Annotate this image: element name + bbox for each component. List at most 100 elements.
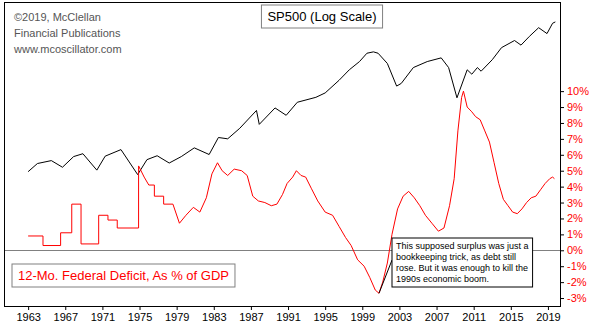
y2-axis-tick: 3%	[560, 197, 583, 209]
x-axis-tick-label: 1963	[16, 311, 40, 323]
y2-axis-tick: -3%	[560, 292, 587, 304]
x-axis-tick-mark	[362, 306, 363, 310]
x-axis-tick-label: 2003	[388, 311, 412, 323]
series-label-text: 12-Mo. Federal Deficit, As % of GDP	[18, 268, 229, 283]
x-axis-tick-label: 1999	[351, 311, 375, 323]
y2-axis-tick-mark	[560, 107, 564, 108]
x-axis-tick-mark	[102, 306, 103, 310]
x-axis-tick-mark	[177, 306, 178, 310]
y2-axis-tick: 7%	[560, 133, 583, 145]
y2-axis-tick: 5%	[560, 165, 583, 177]
plot-frame	[4, 2, 560, 306]
y2-axis-tick-label: 4%	[567, 181, 583, 193]
annotation-line: This supposed surplus was just a	[396, 241, 529, 251]
x-axis-tick-label: 1967	[54, 311, 78, 323]
y2-axis-tick: -2%	[560, 276, 587, 288]
y2-axis-tick: 6%	[560, 149, 583, 161]
x-axis-tick: 1971	[91, 306, 115, 323]
series-line	[28, 91, 554, 293]
y2-axis-tick-label: 5%	[567, 165, 583, 177]
y2-axis-tick: 0%	[560, 244, 583, 256]
y2-axis-tick-mark	[560, 234, 564, 235]
x-axis-tick-mark	[437, 306, 438, 310]
x-axis-tick-label: 2007	[425, 311, 449, 323]
x-axis-tick: 1999	[351, 306, 375, 323]
y2-axis-tick: -1%	[560, 260, 587, 272]
x-axis-tick: 2003	[388, 306, 412, 323]
x-axis-tick-label: 1975	[128, 311, 152, 323]
credit-line: Financial Publications	[14, 27, 121, 39]
x-axis-tick-label: 2019	[536, 311, 560, 323]
background	[0, 0, 600, 328]
series-label: 12-Mo. Federal Deficit, As % of GDP	[12, 264, 235, 287]
x-axis-tick: 2015	[499, 306, 523, 323]
y2-axis-tick: 2%	[560, 212, 583, 224]
y2-axis-tick-mark	[560, 250, 564, 251]
x-axis-tick: 1983	[202, 306, 226, 323]
series-label-text: SP500 (Log Scale)	[267, 9, 376, 24]
x-axis-tick-label: 1987	[239, 311, 263, 323]
y-axis-line	[4, 3, 5, 307]
series-label-box	[261, 5, 382, 28]
annotation-box	[392, 238, 533, 287]
y2-axis-tick-label: -1%	[567, 260, 587, 272]
y2-axis-tick: 9%	[560, 101, 583, 113]
x-axis-tick-mark	[28, 306, 29, 310]
y2-axis: -3% -2% -1% 0% 1% 2% 3% 4% 5% 6% 7% 8% 9% 10%	[560, 3, 589, 307]
x-axis-tick: 1991	[276, 306, 300, 323]
y2-axis-tick-label: 9%	[567, 101, 583, 113]
annotation-pointer	[379, 260, 392, 293]
series-label: SP500 (Log Scale)	[261, 5, 382, 28]
x-axis-tick-label: 2011	[462, 311, 486, 323]
y2-axis-tick-label: -3%	[567, 292, 587, 304]
credit-line: www.mcoscillator.com	[13, 43, 122, 55]
x-axis-tick-label: 1995	[313, 311, 337, 323]
x-axis-tick-mark	[511, 306, 512, 310]
x-axis-tick-mark	[140, 306, 141, 310]
y2-axis-tick-mark	[560, 298, 564, 299]
x-axis-tick-mark	[325, 306, 326, 310]
y2-axis-tick-label: 10%	[567, 85, 589, 97]
x-axis-tick-label: 1971	[91, 311, 115, 323]
x-axis-tick: 1995	[313, 306, 337, 323]
series-labels: SP500 (Log Scale) 12-Mo. Federal Deficit,…	[12, 5, 383, 287]
x-axis-tick: 1967	[54, 306, 78, 323]
x-axis-tick: 1963	[16, 306, 40, 323]
y2-axis-tick-label: 3%	[567, 197, 583, 209]
y2-axis-tick-mark	[560, 203, 564, 204]
y2-axis-tick-label: 8%	[567, 117, 583, 129]
series-lines	[28, 22, 555, 293]
y2-axis-tick-mark	[560, 266, 564, 267]
x-axis-line	[5, 306, 561, 307]
annotations: This supposed surplus was just abookkeep…	[379, 238, 533, 293]
x-axis-tick: 2011	[462, 306, 486, 323]
annotation-line: rose. But it was enough to kill the	[396, 263, 528, 273]
y2-axis-tick-mark	[560, 187, 564, 188]
series-label-box	[12, 264, 235, 287]
x-axis: 1963 1967 1971 1975 1979 1983 1987 1991 1995 1999…	[5, 306, 561, 323]
x-axis-tick: 1979	[165, 306, 189, 323]
chart-container: ©2019, McClellan Financial Publications ww…	[0, 0, 600, 328]
y2-axis-tick: 1%	[560, 228, 583, 240]
x-axis-tick: 2019	[536, 306, 560, 323]
y2-axis-tick-mark	[560, 91, 564, 92]
y-axis	[4, 3, 5, 307]
x-axis-tick-label: 1983	[202, 311, 226, 323]
annotation-line: 1990s economic boom.	[396, 274, 489, 284]
y2-axis-tick-mark	[560, 171, 564, 172]
x-axis-tick-label: 1979	[165, 311, 189, 323]
y2-axis-line	[560, 3, 561, 307]
x-axis-tick-mark	[288, 306, 289, 310]
x-axis-tick-mark	[548, 306, 549, 310]
credit-line: ©2019, McClellan	[14, 11, 101, 23]
annotation: This supposed surplus was just abookkeep…	[379, 238, 533, 293]
y2-axis-tick-label: 6%	[567, 149, 583, 161]
x-axis-tick: 1987	[239, 306, 263, 323]
x-axis-tick-label: 2015	[499, 311, 523, 323]
y2-axis-tick-mark	[560, 155, 564, 156]
y2-axis-tick-label: 0%	[567, 244, 583, 256]
x-axis-tick: 2007	[425, 306, 449, 323]
x-axis-tick-mark	[399, 306, 400, 310]
x-axis-tick-mark	[65, 306, 66, 310]
y2-axis-tick: 8%	[560, 117, 583, 129]
